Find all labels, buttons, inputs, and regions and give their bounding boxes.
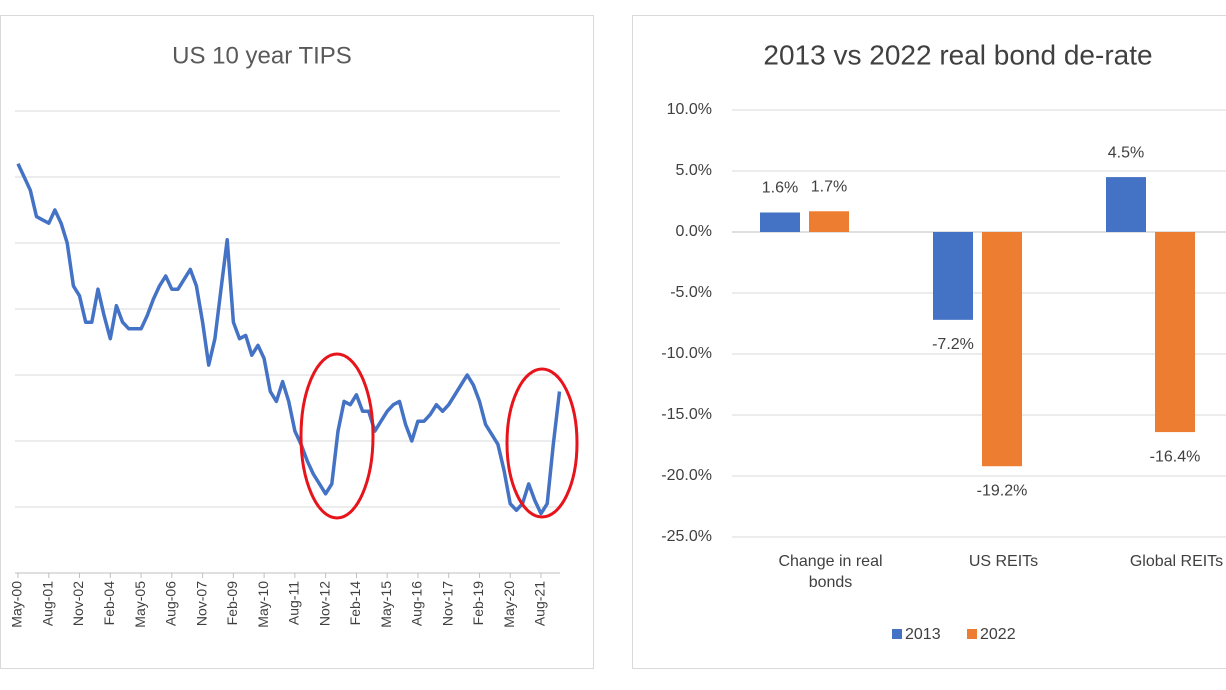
chart-title: US 10 year TIPS (172, 42, 352, 69)
bar (809, 211, 849, 232)
x-tick-label: Global REITs (1129, 553, 1224, 570)
bar (1106, 177, 1146, 232)
data-label: -16.4% (1150, 448, 1201, 465)
bar (982, 232, 1022, 467)
x-tick-label: Aug-01 (39, 581, 55, 626)
x-tick-label: Feb-04 (101, 581, 117, 626)
x-tick-label: Nov-17 (439, 581, 455, 626)
bar (760, 212, 800, 232)
x-tick-label: Feb-09 (224, 581, 240, 626)
bar (1155, 232, 1195, 433)
legend-label: 2022 (980, 626, 1016, 643)
legend-label: 2013 (905, 626, 941, 643)
x-tick-label: US REITs (968, 553, 1039, 570)
y-tick-label: -10.0% (661, 345, 712, 362)
x-tick-label: Aug-11 (286, 581, 302, 625)
data-label: 1.7% (811, 178, 847, 195)
x-tick-label: May-10 (255, 581, 271, 628)
x-tick-label: May-00 (9, 581, 25, 628)
highlight-circle (299, 352, 375, 520)
chart-title: 2013 vs 2022 real bond de-rate (763, 39, 1152, 70)
data-label: -19.2% (977, 482, 1028, 499)
highlight-circle (505, 367, 579, 519)
x-tick-label: May-15 (378, 581, 394, 628)
x-tick-label: Aug-16 (409, 581, 425, 626)
x-tick-label: Aug-06 (163, 581, 179, 626)
x-tick-label: Feb-19 (470, 581, 486, 626)
y-tick-label: -5.0% (670, 284, 712, 301)
legend-swatch (967, 629, 977, 639)
y-tick-label: 5.0% (676, 162, 712, 179)
right-panel (632, 15, 1226, 669)
x-tick-label: Feb-14 (347, 581, 363, 626)
data-label: -7.2% (932, 336, 974, 353)
data-label: 1.6% (762, 180, 798, 197)
line (16, 163, 562, 516)
y-tick-label: -20.0% (661, 467, 712, 484)
x-tick-label: Nov-02 (70, 581, 86, 626)
x-tick-label: May-20 (501, 581, 517, 628)
x-tick-label: Change in real bonds (778, 553, 883, 591)
plot-layer: May-00 Aug-01 Nov-02 Feb-04 May-05 Aug-06 Nov-… (9, 101, 1226, 643)
x-tick-label: Nov-07 (193, 581, 209, 626)
y-tick-label: -25.0% (661, 528, 712, 545)
y-tick-label: -15.0% (661, 406, 712, 423)
legend-swatch (892, 629, 902, 639)
bar (933, 232, 973, 320)
y-tick-label: 10.0% (667, 101, 712, 118)
left-panel (0, 15, 594, 669)
x-tick-label: May-05 (132, 581, 148, 628)
x-tick-label: Aug-21 (532, 581, 548, 626)
data-label: 4.5% (1108, 144, 1144, 161)
x-tick-label: Nov-12 (316, 581, 332, 626)
y-tick-label: 0.0% (676, 223, 712, 240)
